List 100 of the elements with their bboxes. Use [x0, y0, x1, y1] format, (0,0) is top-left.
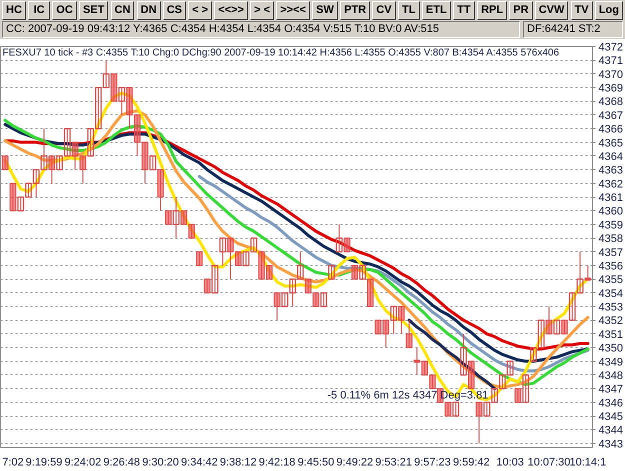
candlestick: [126, 87, 133, 130]
x-tick-label: 9:49:22: [336, 456, 374, 468]
text: Log: [594, 1, 623, 20]
y-tick-label: 4343: [598, 438, 623, 450]
text: CS: [162, 1, 186, 20]
y-tick-label: 4360: [598, 206, 623, 218]
candlestick: [522, 374, 530, 403]
y-tick-label: 4368: [598, 96, 623, 108]
y-tick-label: 4345: [598, 411, 623, 424]
x-tick-label: 9:19:59: [26, 456, 62, 468]
candlestick: [390, 306, 398, 334]
y-tick-label: 4372: [598, 42, 623, 54]
candlestick: [2, 155, 8, 170]
x-tick-label: 9:53:21: [375, 456, 412, 468]
candlestick: [444, 402, 452, 417]
candlestick: [561, 320, 568, 334]
candlestick: [258, 251, 265, 280]
candlestick: [212, 264, 218, 294]
y-tick-label: 4365: [598, 137, 623, 150]
x-tick-label: 9:59:42: [452, 456, 490, 468]
y-tick-label: 4347: [598, 384, 623, 396]
text: TL: [398, 1, 420, 20]
y-tick-label: 4350: [598, 342, 623, 355]
text: TV: [570, 1, 593, 20]
text: SW: [312, 1, 338, 20]
candlestick: [110, 73, 118, 102]
candlestick: [468, 360, 475, 390]
text: IC: [28, 1, 50, 20]
text: PTR: [340, 1, 370, 20]
y-tick-label: 4357: [598, 246, 623, 259]
y-tick-label: 4371: [598, 55, 623, 68]
x-tick-label: 9:38:12: [220, 456, 257, 468]
candlestick: [219, 238, 226, 266]
y-tick-label: 4356: [598, 260, 623, 272]
x-tick-label: 9:45:50: [298, 456, 334, 468]
text: RPL: [477, 1, 508, 20]
candlestick: [304, 278, 312, 294]
candlestick: [180, 210, 188, 225]
y-tick-label: 4370: [598, 68, 623, 81]
x-tick-label: 7:02: [2, 456, 24, 468]
candlestick: [165, 210, 172, 225]
chart-title: CC: 2007-09-19 09:43:12 Y:4365 C:4354 H:4354 L:4354 O:4354 V:515 T:10 BV:0 AV:515: [2, 21, 520, 38]
candlestick: [406, 320, 412, 348]
candlestick: [48, 155, 56, 184]
candlestick: [351, 264, 358, 280]
text: DN: [136, 1, 161, 20]
x-tick-label: 9:57:23: [414, 456, 451, 468]
candlestick: [359, 264, 366, 280]
candlestick: [227, 238, 234, 280]
candlestick: [10, 182, 16, 212]
text: > <: [250, 1, 274, 20]
candlestick: [344, 238, 350, 252]
y-tick-label: 4354: [598, 288, 623, 300]
x-tick-label: 9:34:42: [181, 456, 218, 468]
y-tick-label: 4359: [598, 219, 623, 232]
x-tick-label: 9:26:48: [103, 456, 140, 468]
text: PR: [509, 1, 533, 20]
text: CV: [372, 1, 396, 20]
y-tick-label: 4367: [598, 110, 623, 122]
candlestick: [460, 333, 467, 376]
candlestick: [328, 264, 335, 280]
candlestick: [414, 347, 420, 376]
y-tick-label: 4369: [598, 82, 623, 95]
y-tick-label: 4355: [598, 274, 623, 286]
y-tick-label: 4344: [598, 424, 623, 437]
text: CN: [110, 1, 134, 20]
candlestick: [398, 306, 405, 334]
y-tick-label: 4361: [598, 192, 623, 204]
text: HC: [2, 1, 26, 20]
candlestick: [374, 320, 382, 334]
y-tick-label: 4366: [598, 124, 623, 136]
x-tick-label: 10:07:30: [528, 456, 570, 468]
text: < >: [188, 1, 212, 20]
candlestick: [476, 402, 482, 444]
candlestick: [118, 86, 126, 116]
candlestick: [266, 264, 273, 280]
text: SET: [78, 1, 108, 20]
text: DF:64241 ST:2: [523, 21, 623, 38]
text: >><<: [276, 1, 310, 20]
y-tick-label: 4349: [598, 356, 623, 368]
y-tick-label: 4364: [598, 150, 623, 163]
y-tick-label: 4363: [598, 164, 623, 177]
y-tick-label: 4358: [598, 233, 623, 246]
y-tick-label: 4351: [598, 328, 623, 341]
chart-subtitle: FESXU7 10 tick - #3 C:4355 T:10 Chg:0 DChg:90 2007-09-19 10:14:42 H:4356 L:4355 O:4355 V:807 B:4354 A:4355 576x406: [2, 48, 560, 58]
candlestick: [514, 388, 522, 403]
candlestick: [382, 320, 390, 348]
text: <<>>: [214, 1, 248, 20]
candlestick: [320, 292, 328, 308]
candlestick: [157, 169, 164, 212]
y-tick-label: 4352: [598, 315, 623, 328]
candlestick: [429, 374, 436, 390]
candlestick: [234, 251, 242, 266]
text: OC: [52, 1, 77, 20]
candlestick: [553, 320, 560, 335]
x-tick-label: 9:24:02: [64, 456, 102, 468]
x-tick-label: 10:14:1: [569, 456, 606, 468]
y-tick-label: 4362: [598, 178, 623, 190]
y-tick-label: 4346: [598, 397, 623, 410]
candlestick: [172, 196, 180, 239]
